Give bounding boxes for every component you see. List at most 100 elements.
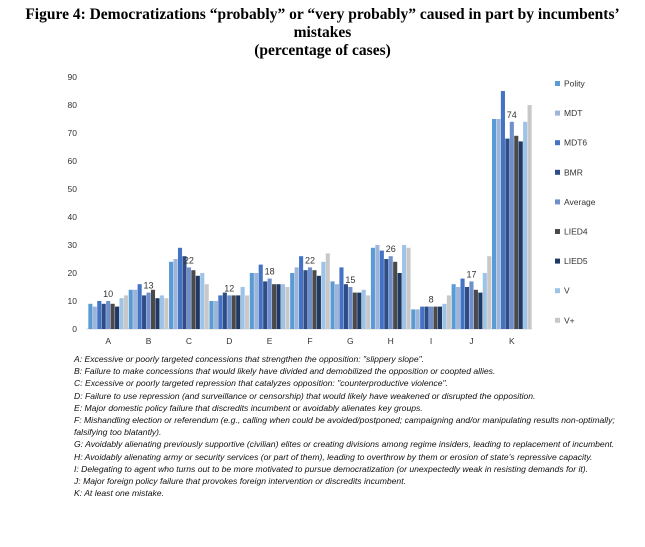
category-note: A: Excessive or poorly targeted concessi…: [74, 354, 425, 364]
bar: [213, 301, 218, 329]
bar: [267, 278, 272, 329]
bar: [343, 284, 348, 329]
bar: [429, 306, 434, 329]
category-note: H: Avoidably alienating army or security…: [74, 451, 593, 462]
bar: [249, 273, 254, 329]
bar: [276, 284, 281, 329]
bar: [496, 119, 501, 329]
y-tick-label: 30: [68, 240, 78, 250]
legend-label: LIED5: [564, 256, 588, 266]
x-tick-label: C: [186, 336, 192, 346]
bar: [361, 289, 366, 329]
bar: [285, 287, 290, 329]
bar: [173, 259, 178, 329]
bar: [348, 287, 353, 329]
bar: [294, 267, 299, 329]
bar: [518, 141, 523, 329]
bar: [195, 275, 200, 329]
legend-label: Polity: [564, 79, 586, 89]
bar: [487, 256, 492, 329]
bar: [142, 295, 147, 329]
bar: [164, 298, 169, 329]
bar: [222, 292, 227, 329]
bar: [290, 273, 295, 329]
bar: [307, 267, 313, 329]
bar: [478, 292, 483, 329]
bar: [209, 301, 214, 329]
legend-label: MDT: [564, 108, 582, 118]
bar: [446, 295, 451, 329]
category-note: I: Delegating to agent who turns out to …: [74, 463, 588, 474]
bar: [133, 289, 138, 329]
bar-series: [88, 91, 532, 329]
category-note: E: Major domestic policy failure that di…: [74, 402, 423, 413]
x-tick-label: H: [388, 336, 394, 346]
bar: [115, 306, 120, 329]
bar: [424, 306, 429, 329]
bar: [460, 278, 465, 329]
x-tick-label: B: [146, 336, 152, 346]
legend-swatch: [555, 258, 560, 264]
bar: [137, 284, 142, 329]
bar: [263, 281, 268, 329]
bar: [393, 261, 398, 329]
bar: [312, 270, 317, 329]
bar: [182, 256, 187, 329]
legend-swatch: [555, 199, 560, 205]
bar: [473, 289, 478, 329]
bar: [218, 295, 223, 329]
x-axis: A B C D E F G H I J K: [105, 336, 515, 346]
legend-swatch: [555, 110, 560, 116]
bar: [500, 91, 505, 329]
bar: [420, 306, 425, 329]
bar: [366, 295, 371, 329]
x-tick-label: I: [430, 336, 432, 346]
bar: [352, 292, 357, 329]
y-tick-label: 50: [68, 184, 78, 194]
x-tick-label: A: [105, 336, 111, 346]
bar: [509, 121, 514, 329]
bar: [388, 256, 393, 329]
bar: [254, 273, 259, 329]
legend-label: V+: [564, 315, 575, 325]
bar: [491, 119, 497, 329]
title-line-1: Figure 4: Democratizations “probably” or…: [25, 6, 620, 41]
bar: [379, 250, 384, 329]
bar: [155, 298, 160, 329]
bar: [92, 306, 97, 329]
bar: [357, 292, 362, 329]
bar: [411, 309, 416, 329]
y-tick-label: 40: [68, 212, 78, 222]
bar: [370, 247, 375, 329]
data-label: 12: [224, 283, 234, 293]
category-note: D: Failure to use repression (and survei…: [74, 390, 536, 401]
bar: [119, 298, 124, 329]
category-note: G: Avoidably alienating previously suppo…: [74, 439, 615, 450]
x-tick-label: D: [226, 336, 232, 346]
data-label: 13: [144, 281, 154, 291]
legend-swatch: [555, 317, 560, 323]
bar: [101, 303, 106, 329]
y-tick-label: 90: [68, 72, 78, 82]
bar: [245, 295, 250, 329]
bar: [451, 284, 456, 329]
category-notes: A: Excessive or poorly targeted concessi…: [74, 353, 634, 499]
chart-title: Figure 4: Democratizations “probably” or…: [0, 6, 645, 60]
y-tick-label: 70: [68, 128, 78, 138]
bar-chart: 0 10 20 30 40 50 60 70 80 90 A B C D E F G H I J K 10 13 22 12…: [68, 72, 596, 346]
bar: [303, 270, 308, 329]
bar: [272, 284, 277, 329]
x-tick-label: G: [347, 336, 354, 346]
bar: [240, 287, 245, 329]
bar: [299, 256, 304, 329]
bar: [527, 105, 532, 329]
bar: [146, 292, 151, 329]
bar: [177, 247, 183, 329]
legend-swatch: [555, 229, 560, 234]
bar: [433, 306, 438, 329]
bar: [514, 135, 519, 329]
category-note: J: Major foreign policy failure that pro…: [74, 476, 406, 487]
bar: [191, 270, 196, 329]
bar: [437, 306, 443, 329]
legend-label: V: [564, 286, 570, 296]
